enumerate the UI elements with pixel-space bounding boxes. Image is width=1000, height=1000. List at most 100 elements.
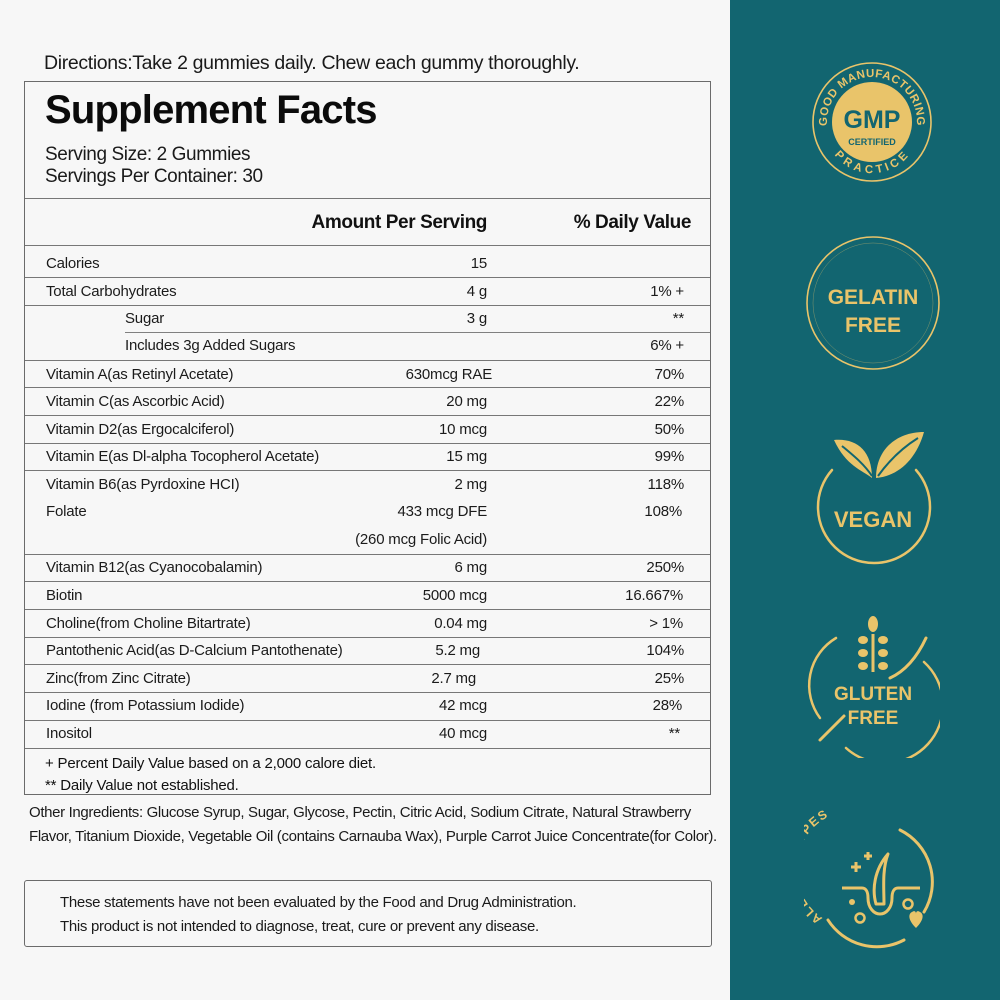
nutrient-amount: 10 mcg: [439, 421, 487, 438]
nutrient-amount: 433 mcg DFE: [397, 503, 488, 520]
nutrient-name: Vitamin A(as Retinyl Acetate): [46, 366, 234, 383]
supplement-facts-table: Supplement Facts Serving Size: 2 Gummies…: [24, 81, 711, 795]
wheat-icon: GLUTEN FREE: [807, 616, 940, 758]
divider: [25, 198, 710, 199]
svg-text:ALL HAIR TYPES: ALL HAIR TYPES: [804, 807, 831, 927]
gelatin-free-icon: GELATIN FREE: [806, 236, 940, 370]
nutrient-dv: 50%: [654, 421, 685, 438]
nutrient-name: Vitamin C(as Ascorbic Acid): [46, 393, 225, 410]
nutrient-dv: > 1%: [649, 615, 683, 632]
nutrient-dv: **: [672, 310, 684, 327]
nutrient-amount: 0.04 mg: [434, 615, 487, 632]
column-header-amount: Amount Per Serving: [311, 212, 488, 233]
divider: [25, 581, 710, 582]
divider: [25, 277, 710, 278]
nutrient-amount: 15 mg: [446, 448, 487, 465]
divider: [25, 443, 710, 444]
nutrient-name: Vitamin E(as Dl-alpha Tocopherol Acetate…: [46, 448, 320, 465]
divider: [25, 305, 710, 306]
nutrient-dv: 28%: [652, 697, 683, 714]
nutrient-amount: 630mcg RAE: [405, 366, 493, 383]
directions-text: Directions:Take 2 gummies daily. Chew ea…: [44, 52, 580, 74]
nutrient-sub-amount: (260 mcg Folic Acid): [355, 531, 487, 548]
all-hair-types-badge: ALL HAIR TYPES: [804, 800, 944, 950]
divider: [25, 360, 710, 361]
svg-text:GMP: GMP: [844, 106, 901, 134]
nutrient-dv: 16.667%: [625, 587, 683, 604]
nutrient-dv: 70%: [654, 366, 685, 383]
svg-text:VEGAN: VEGAN: [834, 507, 912, 532]
other-ingredients: Other Ingredients: Glucose Syrup, Sugar,…: [29, 804, 717, 845]
facts-title: Supplement Facts: [45, 88, 378, 132]
svg-text:FREE: FREE: [848, 708, 899, 729]
gelatin-free-badge: GELATIN FREE: [806, 236, 940, 370]
badges-panel: GOOD MANUFACTURING PRACTICE GMP CERTIFIE…: [730, 0, 1000, 1000]
gmp-seal-icon: GOOD MANUFACTURING PRACTICE GMP CERTIFIE…: [812, 62, 932, 182]
nutrient-dv: 99%: [654, 448, 685, 465]
divider: [25, 387, 710, 388]
nutrient-name: Calories: [46, 255, 100, 272]
fda-line-2: This product is not intended to diagnose…: [60, 918, 539, 935]
nutrient-dv: **: [668, 725, 680, 742]
hair-follicle-icon: ALL HAIR TYPES: [804, 807, 934, 949]
nutrient-amount: 4 g: [466, 283, 487, 300]
nutrient-dv: 108%: [644, 503, 682, 520]
nutrient-name: Biotin: [46, 587, 83, 604]
divider: [25, 637, 710, 638]
svg-text:GELATIN: GELATIN: [828, 286, 919, 309]
divider: [25, 664, 710, 665]
nutrient-name: Iodine (from Potassium Iodide): [46, 697, 245, 714]
fda-line-1: These statements have not been evaluated…: [60, 894, 577, 911]
nutrient-dv: 25%: [654, 670, 685, 687]
column-header-daily-value: % Daily Value: [573, 212, 692, 233]
nutrient-name: Total Carbohydrates: [46, 283, 177, 300]
nutrient-dv: 1% +: [650, 283, 684, 300]
svg-text:CERTIFIED: CERTIFIED: [848, 137, 896, 147]
fda-disclaimer: These statements have not been evaluated…: [24, 880, 712, 947]
nutrient-amount: 2.7 mg: [431, 670, 476, 687]
label-panel: Directions:Take 2 gummies daily. Chew ea…: [24, 52, 718, 947]
nutrient-amount: 20 mg: [446, 393, 487, 410]
nutrient-amount: 2 mg: [454, 476, 487, 493]
nutrient-name: Includes 3g Added Sugars: [125, 337, 296, 354]
nutrient-amount: 15: [470, 255, 488, 272]
gluten-free-badge: GLUTEN FREE: [806, 608, 940, 758]
divider: [25, 720, 710, 721]
nutrient-amount: 42 mcg: [439, 697, 487, 714]
nutrient-name: Zinc(from Zinc Citrate): [46, 670, 191, 687]
nutrient-dv: 104%: [646, 642, 684, 659]
divider: [25, 609, 710, 610]
footnote-not-established: ** Daily Value not established.: [45, 777, 239, 794]
nutrient-name: Folate: [46, 503, 87, 520]
nutrient-name: Sugar: [125, 310, 165, 327]
gmp-certified-badge: GOOD MANUFACTURING PRACTICE GMP CERTIFIE…: [810, 60, 934, 184]
svg-text:GLUTEN: GLUTEN: [834, 684, 912, 705]
divider: [25, 554, 710, 555]
nutrient-dv: 22%: [654, 393, 685, 410]
footnotes: + Percent Daily Value based on a 2,000 c…: [45, 753, 376, 797]
nutrient-name: Vitamin B6(as Pyrdoxine HCI): [46, 476, 240, 493]
nutrient-dv: 250%: [646, 559, 684, 576]
nutrient-name: Inositol: [46, 725, 92, 742]
nutrient-amount: 6 mg: [454, 559, 487, 576]
nutrient-dv: 118%: [647, 476, 685, 493]
divider: [25, 415, 710, 416]
vegan-badge: VEGAN: [806, 420, 940, 570]
nutrient-amount: 3 g: [466, 310, 487, 327]
divider: [25, 470, 710, 471]
divider: [125, 332, 710, 333]
nutrient-amount: 40 mcg: [439, 725, 487, 742]
serving-size: Serving Size: 2 Gummies: [45, 144, 251, 165]
nutrient-name: Pantothenic Acid(as D-Calcium Pantothena…: [46, 642, 343, 659]
nutrient-name: Vitamin B12(as Cyanocobalamin): [46, 559, 263, 576]
serving-info: Serving Size: 2 Gummies Servings Per Con…: [45, 144, 263, 188]
divider: [25, 245, 710, 246]
servings-per-container: Servings Per Container: 30: [45, 166, 263, 187]
footnote-daily-value: + Percent Daily Value based on a 2,000 c…: [45, 755, 376, 772]
nutrient-amount: 5000 mcg: [422, 587, 487, 604]
divider: [25, 692, 710, 693]
nutrient-dv: 6% +: [650, 337, 684, 354]
nutrient-name: Vitamin D2(as Ergocalciferol): [46, 421, 235, 438]
divider: [25, 748, 710, 749]
nutrient-amount: 5.2 mg: [435, 642, 480, 659]
